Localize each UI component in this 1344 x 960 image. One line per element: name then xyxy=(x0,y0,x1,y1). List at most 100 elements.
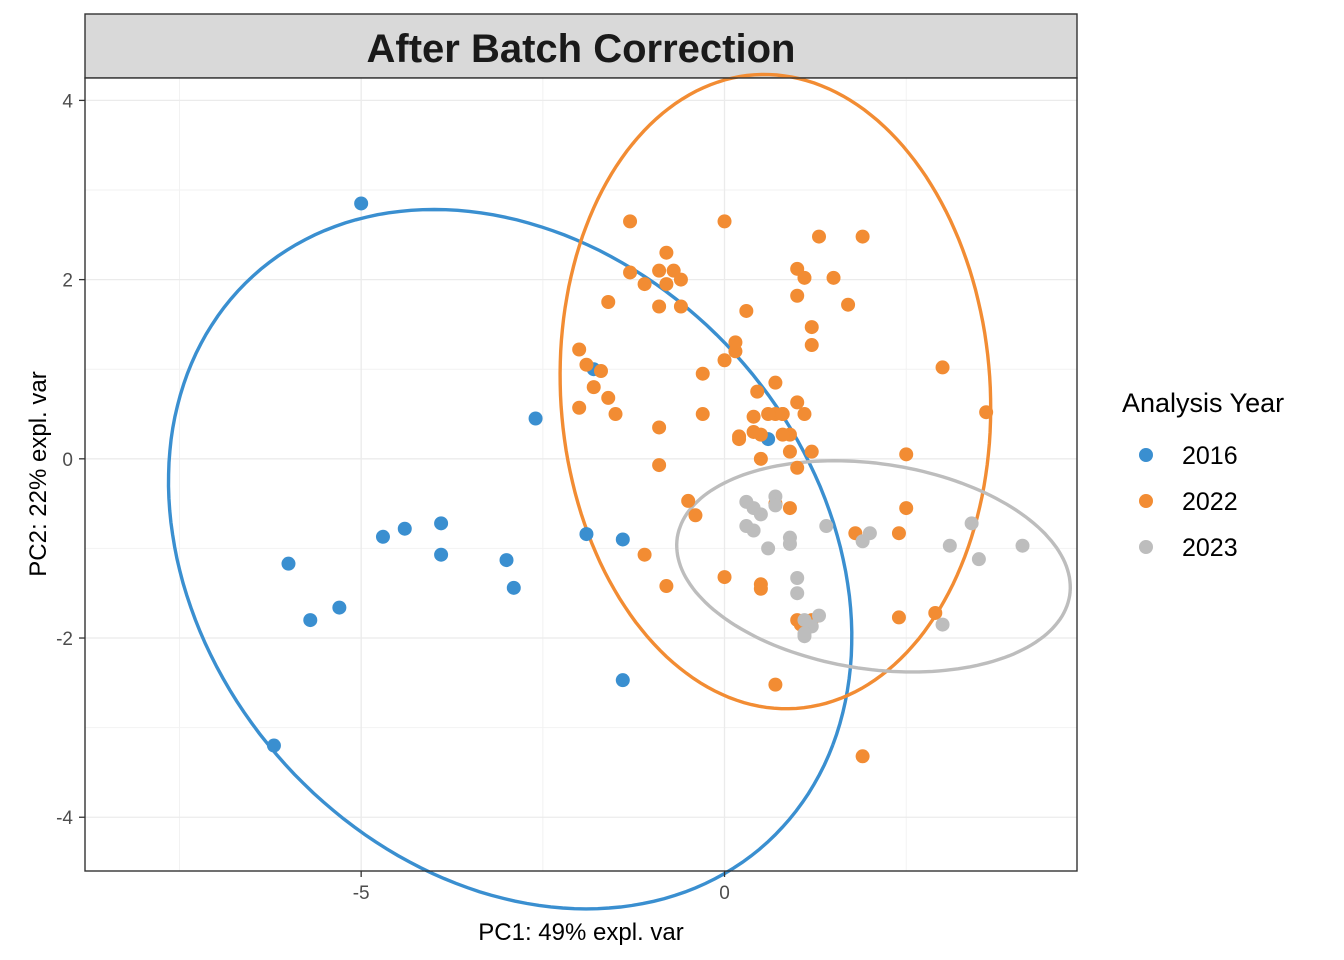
point-2016 xyxy=(528,411,543,426)
point-2023 xyxy=(797,626,812,641)
axis-ticks: -5 0 4 2 0 -2 -4 xyxy=(56,91,730,904)
point-2016 xyxy=(281,556,296,571)
point-2022 xyxy=(804,338,819,353)
point-2022 xyxy=(750,384,765,399)
point-2022 xyxy=(746,424,761,439)
point-2023 xyxy=(790,586,805,601)
point-2022 xyxy=(652,263,667,278)
point-2022 xyxy=(608,407,623,422)
point-2022 xyxy=(746,409,761,424)
point-2022 xyxy=(717,353,732,368)
point-2022 xyxy=(586,380,601,395)
point-2022 xyxy=(572,400,587,415)
legend-label-2022: 2022 xyxy=(1182,488,1238,516)
point-2016 xyxy=(499,553,514,568)
point-2016 xyxy=(332,600,347,615)
point-2016 xyxy=(579,527,594,542)
point-2022 xyxy=(804,320,819,335)
point-2023 xyxy=(971,552,986,567)
ellipse-2022 xyxy=(558,72,993,711)
point-2023 xyxy=(746,523,761,538)
chart-title: After Batch Correction xyxy=(367,27,796,71)
point-2023 xyxy=(782,536,797,551)
point-2022 xyxy=(652,458,667,473)
point-2022 xyxy=(717,214,732,229)
point-2023 xyxy=(862,526,877,541)
point-2022 xyxy=(659,579,674,594)
point-2023 xyxy=(964,516,979,531)
x-tick-label: -5 xyxy=(353,883,370,904)
legend-items: 2016 2022 2023 xyxy=(1139,442,1238,562)
point-2022 xyxy=(739,303,754,318)
x-axis-title: PC1: 49% expl. var xyxy=(478,919,683,946)
point-2022 xyxy=(855,749,870,764)
point-2022 xyxy=(899,447,914,462)
point-2023 xyxy=(935,617,950,632)
y-tick-label: -2 xyxy=(56,629,73,650)
legend-title: Analysis Year xyxy=(1122,388,1284,418)
point-2022 xyxy=(935,360,950,375)
point-2022 xyxy=(768,677,783,692)
point-2022 xyxy=(688,508,703,523)
y-tick-label: 2 xyxy=(62,271,73,292)
facet-strip xyxy=(84,13,1078,79)
point-2022 xyxy=(768,375,783,390)
point-2022 xyxy=(601,295,616,310)
confidence-ellipses xyxy=(166,72,1073,911)
point-2022 xyxy=(891,526,906,541)
point-2022 xyxy=(782,444,797,459)
point-2016 xyxy=(303,613,318,628)
point-2022 xyxy=(623,214,638,229)
point-2022 xyxy=(855,229,870,244)
point-2022 xyxy=(572,342,587,357)
point-2022 xyxy=(623,265,638,280)
legend-label-2023: 2023 xyxy=(1182,534,1238,562)
point-2016 xyxy=(434,547,449,562)
point-2016 xyxy=(266,738,281,753)
point-2023 xyxy=(819,519,834,534)
point-2022 xyxy=(797,270,812,285)
point-2022 xyxy=(659,245,674,260)
point-2022 xyxy=(812,229,827,244)
legend: Analysis Year 2016 2022 2023 xyxy=(1122,388,1284,562)
point-2022 xyxy=(928,605,943,620)
point-2022 xyxy=(790,395,805,410)
point-2016 xyxy=(615,532,630,547)
point-2016 xyxy=(354,196,369,211)
point-2022 xyxy=(979,405,994,420)
point-2022 xyxy=(753,577,768,592)
point-2022 xyxy=(790,460,805,475)
point-2022 xyxy=(775,427,790,442)
point-2016 xyxy=(434,516,449,531)
y-axis-title: PC2: 22% expl. var xyxy=(25,371,52,576)
legend-key-2022 xyxy=(1139,494,1153,508)
point-2022 xyxy=(728,335,743,350)
point-2022 xyxy=(753,451,768,466)
legend-key-2023 xyxy=(1139,540,1153,554)
point-2016 xyxy=(397,521,412,536)
data-points xyxy=(266,196,1030,764)
point-2023 xyxy=(942,538,957,553)
point-2022 xyxy=(659,277,674,292)
point-2022 xyxy=(826,270,841,285)
point-2022 xyxy=(673,272,688,287)
legend-label-2016: 2016 xyxy=(1182,442,1238,470)
point-2022 xyxy=(732,432,747,447)
point-2022 xyxy=(681,493,696,508)
point-2022 xyxy=(841,297,856,312)
point-2022 xyxy=(804,444,819,459)
point-2022 xyxy=(601,390,616,405)
point-2023 xyxy=(753,507,768,522)
point-2022 xyxy=(593,364,608,379)
point-2022 xyxy=(652,299,667,314)
y-tick-label: 0 xyxy=(62,450,73,471)
y-tick-label: -4 xyxy=(56,808,73,829)
point-2016 xyxy=(375,529,390,544)
point-2022 xyxy=(891,610,906,625)
plot-panel xyxy=(85,78,1077,871)
point-2022 xyxy=(717,570,732,585)
point-2022 xyxy=(652,420,667,435)
ellipse-2023 xyxy=(674,458,1073,674)
y-tick-label: 4 xyxy=(62,91,73,112)
